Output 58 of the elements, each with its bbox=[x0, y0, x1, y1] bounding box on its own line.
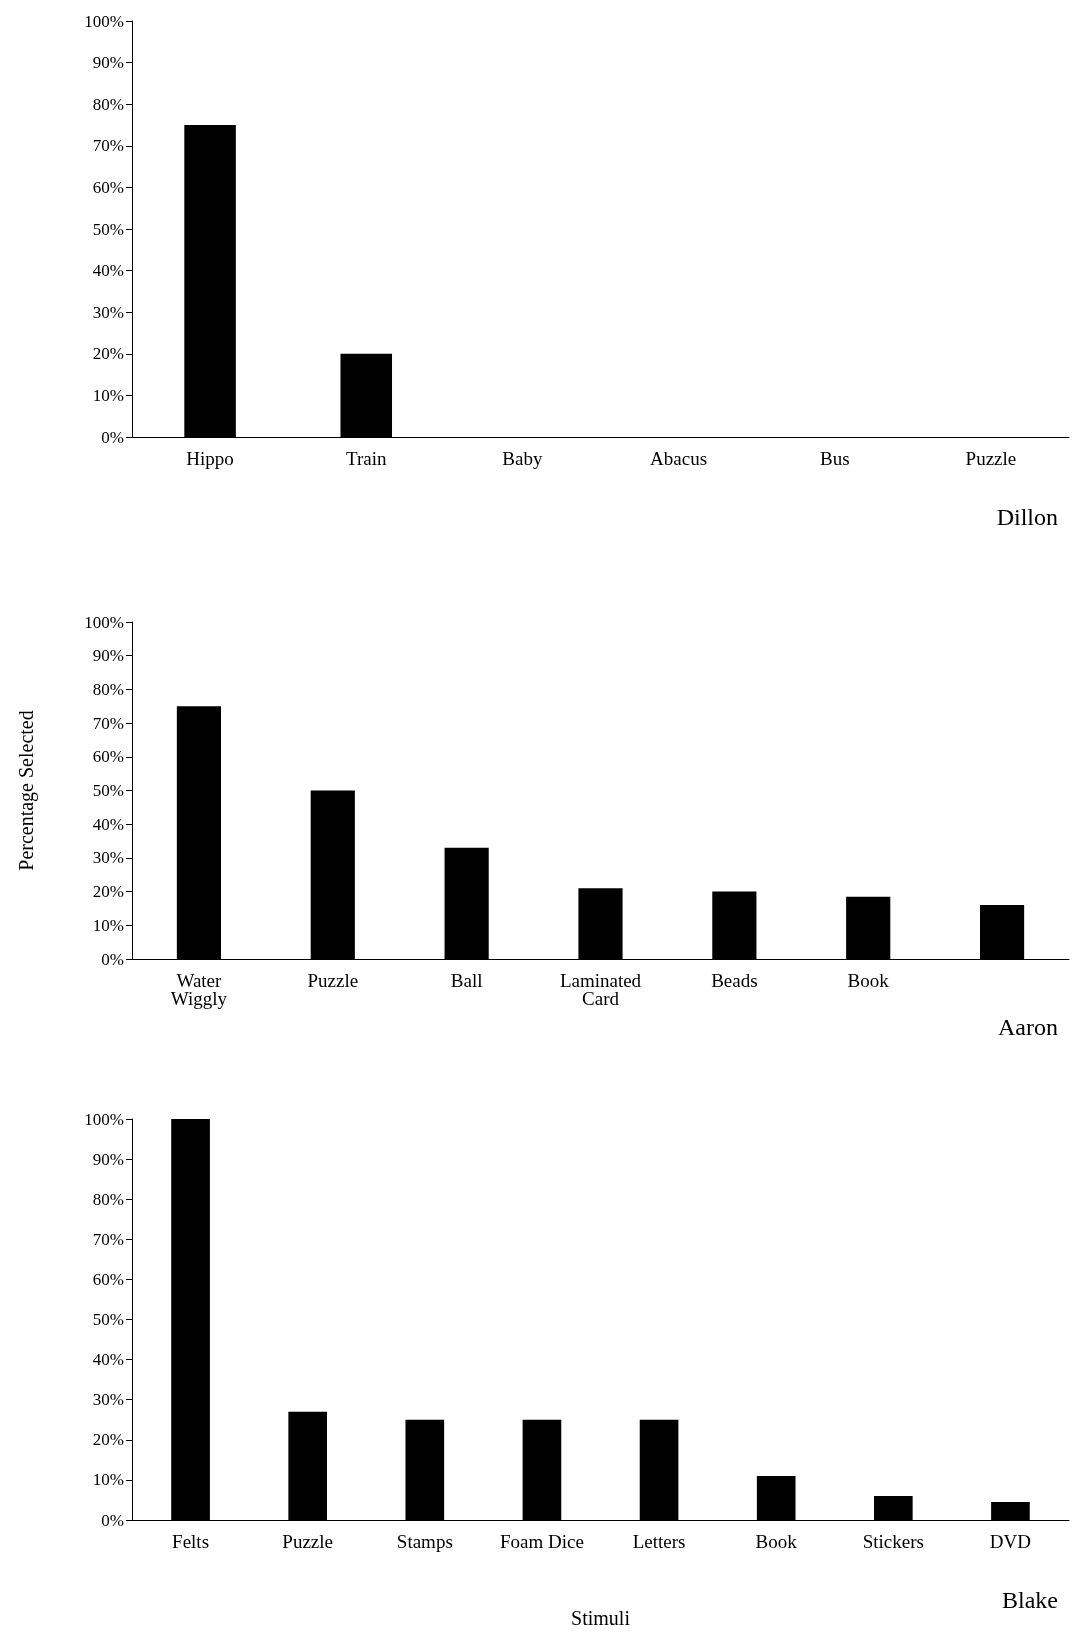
x-tick-label: Train bbox=[346, 447, 387, 469]
x-tick-label: Hippo bbox=[186, 447, 234, 469]
y-tick-label: 0% bbox=[101, 427, 124, 447]
x-tick-label: Felts bbox=[172, 1530, 210, 1552]
x-tick-label: Laminated Card bbox=[559, 969, 642, 1009]
x-tick-label: Beads bbox=[711, 969, 758, 991]
text: Blake bbox=[1002, 1587, 1058, 1613]
x-tick-label: DVD bbox=[989, 1530, 1032, 1552]
y-tick-label: 50% bbox=[92, 781, 124, 800]
y-tick-label: 90% bbox=[92, 1149, 124, 1169]
y-tick-label: 70% bbox=[92, 1229, 124, 1249]
y-tick-label: 10% bbox=[92, 385, 124, 405]
y-tick-label: 30% bbox=[92, 302, 124, 322]
text: Aaron bbox=[998, 1014, 1059, 1040]
x-tick-label: Book bbox=[755, 1530, 798, 1552]
y-tick-label: 20% bbox=[92, 882, 124, 902]
y-tick-label: 30% bbox=[92, 848, 124, 868]
x-tick-label: Bus bbox=[819, 447, 850, 469]
y-tick-label: 20% bbox=[92, 1430, 124, 1450]
x-axis-title: Stimuli bbox=[571, 1607, 631, 1629]
y-tick-label: 50% bbox=[92, 1310, 124, 1329]
x-tick-label: Foam Dice bbox=[499, 1530, 584, 1552]
text: Dillon bbox=[996, 504, 1059, 530]
x-tick-label: Ball bbox=[450, 969, 483, 991]
x-tick-label: Stickers bbox=[862, 1530, 924, 1552]
y-tick-label: 40% bbox=[92, 814, 124, 834]
y-tick-label: 80% bbox=[92, 1189, 124, 1209]
x-tick-label: Letters bbox=[632, 1530, 686, 1552]
y-tick-label: 80% bbox=[92, 94, 124, 114]
x-tick-label: Water Wiggly bbox=[170, 969, 228, 1009]
y-tick-label: 0% bbox=[101, 1510, 124, 1530]
y-tick-label: 70% bbox=[92, 136, 124, 156]
x-tick-label: Abacus bbox=[650, 447, 708, 469]
y-tick-label: 100% bbox=[84, 1109, 124, 1129]
x-tick-label: Puzzle bbox=[282, 1530, 334, 1552]
y-tick-label: 60% bbox=[92, 747, 124, 767]
y-tick-label: 70% bbox=[92, 713, 124, 733]
y-tick-label: 40% bbox=[92, 261, 124, 281]
y-tick-label: 60% bbox=[92, 177, 124, 197]
y-tick-label: 30% bbox=[92, 1390, 124, 1410]
y-tick-label: 0% bbox=[101, 949, 124, 969]
y-tick-label: 100% bbox=[84, 612, 124, 632]
y-tick-label: 90% bbox=[92, 646, 124, 666]
x-tick-label: Baby bbox=[502, 447, 543, 469]
x-tick-label: Puzzle bbox=[307, 969, 359, 991]
y-tick-label: 50% bbox=[92, 219, 124, 239]
y-tick-label: 100% bbox=[84, 11, 124, 31]
y-tick-label: 20% bbox=[92, 344, 124, 364]
y-tick-label: 10% bbox=[92, 1470, 124, 1490]
y-tick-label: 80% bbox=[92, 679, 124, 699]
y-tick-label: 10% bbox=[92, 915, 124, 935]
y-tick-label: 40% bbox=[92, 1350, 124, 1370]
y-tick-label: 90% bbox=[92, 53, 124, 73]
x-tick-label: Book bbox=[847, 969, 890, 991]
x-tick-label: Puzzle bbox=[965, 447, 1017, 469]
y-tick-label: 60% bbox=[92, 1269, 124, 1289]
y-axis-title: Percentage Selected bbox=[15, 710, 38, 871]
x-tick-label: Stamps bbox=[396, 1530, 453, 1552]
